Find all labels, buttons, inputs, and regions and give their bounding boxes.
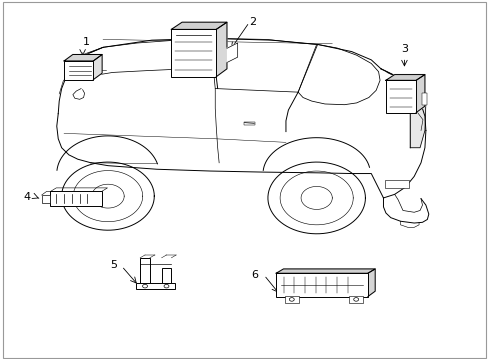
- Bar: [243, 122, 255, 126]
- Text: 5: 5: [109, 260, 117, 270]
- Text: 2: 2: [249, 17, 256, 27]
- Bar: [348, 296, 362, 303]
- Polygon shape: [276, 269, 374, 273]
- Polygon shape: [171, 22, 226, 30]
- Text: 4: 4: [24, 192, 31, 202]
- Bar: [384, 180, 408, 188]
- Bar: [50, 192, 102, 206]
- Bar: [140, 258, 150, 283]
- Text: 6: 6: [251, 270, 258, 280]
- Text: 3: 3: [400, 45, 407, 54]
- Polygon shape: [226, 43, 237, 63]
- Circle shape: [353, 298, 358, 301]
- Bar: [385, 80, 415, 113]
- Circle shape: [163, 284, 168, 288]
- Polygon shape: [93, 54, 102, 80]
- Polygon shape: [415, 75, 424, 113]
- Bar: [64, 61, 93, 80]
- Bar: [41, 195, 50, 203]
- Bar: [285, 296, 298, 303]
- Polygon shape: [409, 87, 425, 148]
- Polygon shape: [385, 75, 424, 80]
- Circle shape: [289, 298, 294, 301]
- Bar: [136, 283, 175, 289]
- Bar: [421, 93, 426, 104]
- Text: 1: 1: [82, 37, 89, 47]
- Polygon shape: [64, 54, 102, 61]
- Polygon shape: [216, 22, 226, 77]
- Bar: [171, 30, 216, 77]
- Bar: [161, 267, 171, 283]
- Bar: [276, 273, 367, 297]
- Circle shape: [142, 284, 147, 288]
- Polygon shape: [367, 269, 374, 297]
